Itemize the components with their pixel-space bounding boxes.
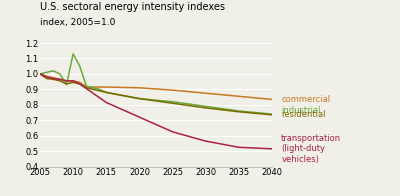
Text: residential: residential	[281, 110, 326, 119]
Text: industrial: industrial	[281, 106, 321, 115]
Text: commercial: commercial	[281, 95, 330, 104]
Text: transportation
(light-duty
vehicles): transportation (light-duty vehicles)	[281, 134, 342, 164]
Text: U.S. sectoral energy intensity indexes: U.S. sectoral energy intensity indexes	[40, 2, 225, 12]
Text: index, 2005=1.0: index, 2005=1.0	[40, 18, 115, 27]
